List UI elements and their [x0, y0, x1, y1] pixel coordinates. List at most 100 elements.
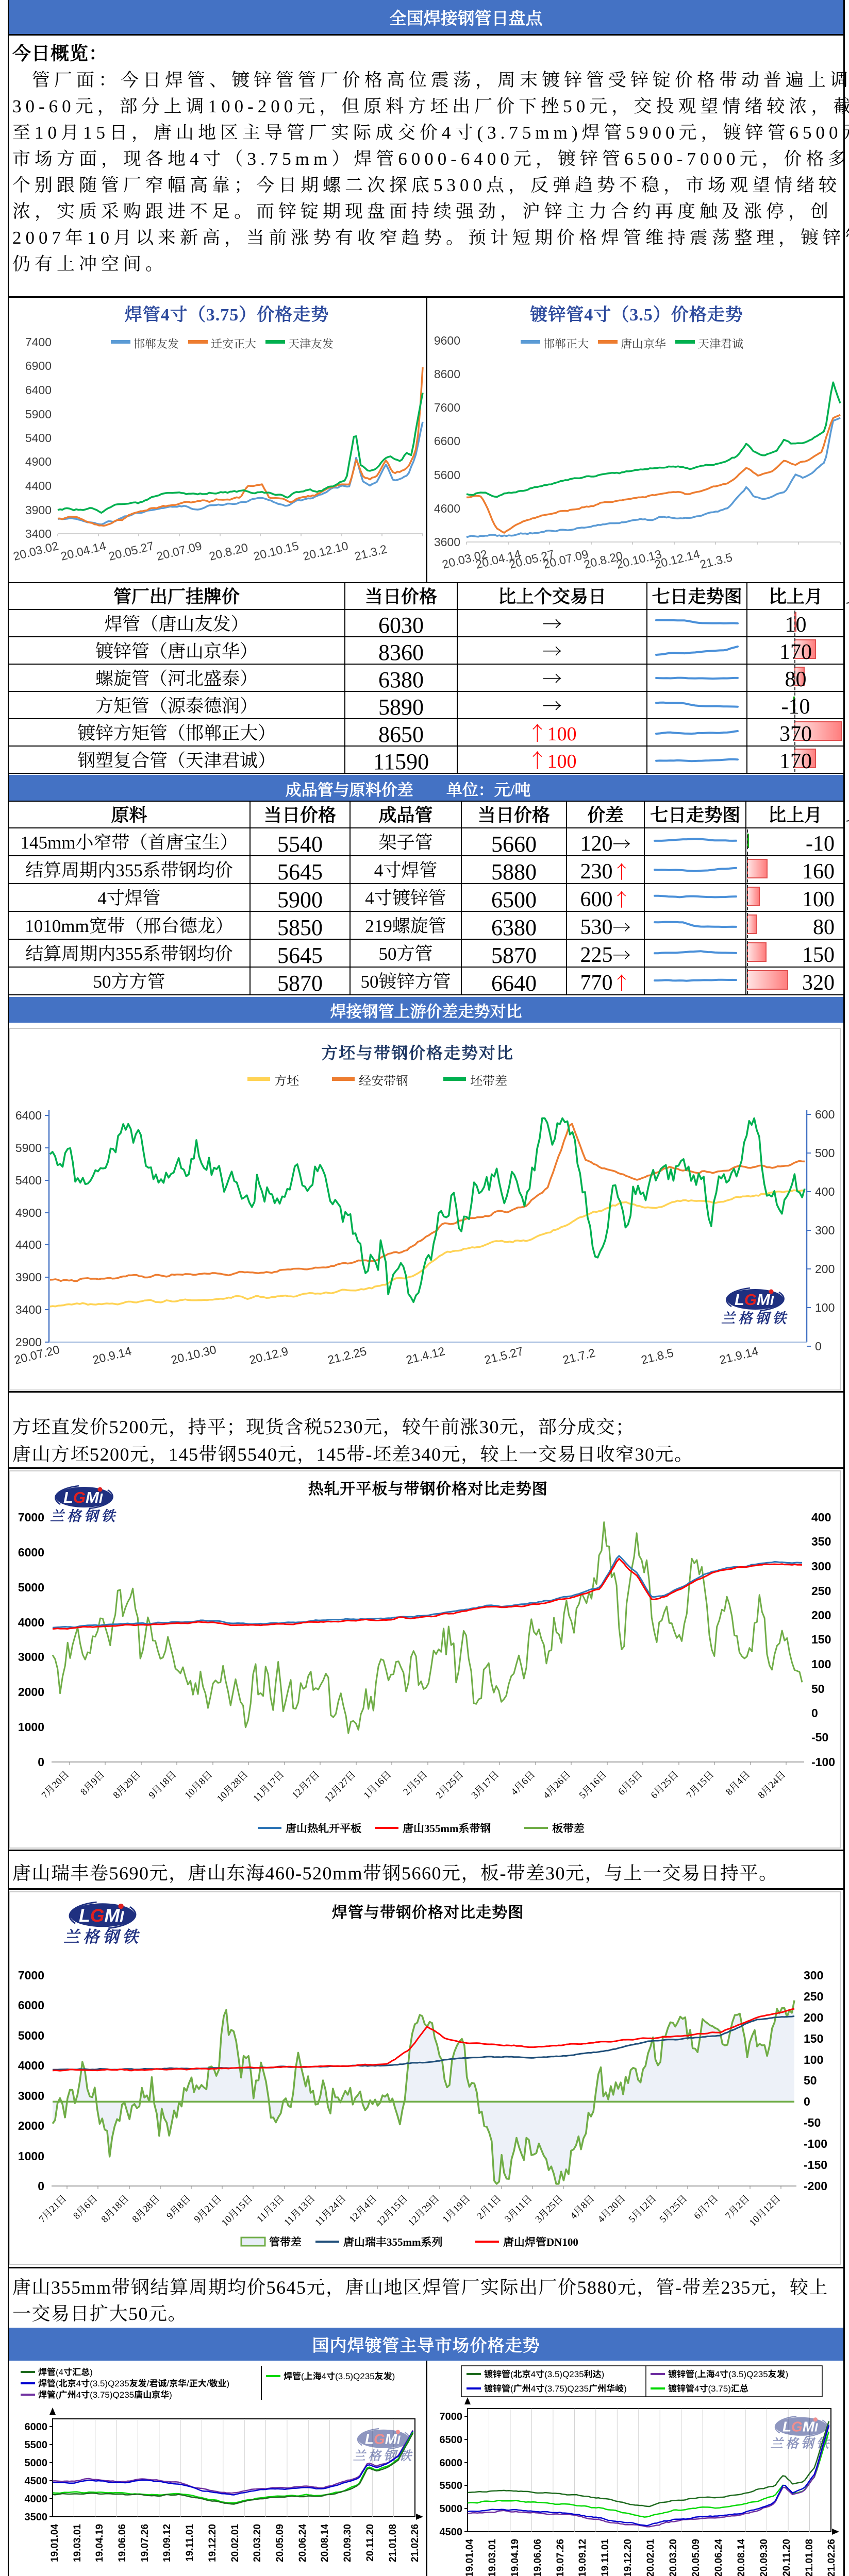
- svg-text:管带差: 管带差: [269, 2234, 302, 2249]
- svg-text:19.01.04: 19.01.04: [464, 2539, 475, 2576]
- svg-text:4500: 4500: [25, 2476, 48, 2487]
- svg-text:1000: 1000: [18, 1720, 44, 1734]
- svg-text:热轧开平板与带钢价格对比走势图: 热轧开平板与带钢价格对比走势图: [308, 1476, 548, 1499]
- svg-text:镀锌管(北京4寸(3.5)Q235利达): 镀锌管(北京4寸(3.5)Q235利达): [484, 2367, 604, 2380]
- svg-text:坯带差: 坯带差: [470, 1071, 507, 1089]
- svg-text:250: 250: [804, 1990, 823, 2003]
- svg-text:19.12.20: 19.12.20: [623, 2539, 634, 2576]
- svg-text:7600: 7600: [434, 401, 460, 414]
- svg-text:5000: 5000: [18, 2029, 44, 2042]
- svg-text:板带差: 板带差: [552, 1820, 585, 1836]
- svg-text:焊管(4寸汇总): 焊管(4寸汇总): [38, 2365, 93, 2378]
- svg-text:100: 100: [811, 1657, 831, 1671]
- svg-text:-200: -200: [804, 2179, 827, 2193]
- svg-text:400: 400: [811, 1511, 831, 1524]
- svg-text:方坯: 方坯: [274, 1071, 299, 1089]
- svg-text:-50: -50: [811, 1731, 828, 1744]
- svg-text:0: 0: [811, 1706, 818, 1720]
- svg-text:5500: 5500: [440, 2480, 463, 2492]
- svg-text:19.06.06: 19.06.06: [532, 2539, 543, 2576]
- svg-text:300: 300: [811, 1560, 831, 1573]
- svg-text:镀锌管4寸(3.75)汇总: 镀锌管4寸(3.75)汇总: [668, 2381, 748, 2394]
- svg-text:LGMI: LGMI: [63, 1488, 103, 1506]
- svg-text:焊管(上海4寸(3.5)Q235友发): 焊管(上海4寸(3.5)Q235友发): [284, 2369, 395, 2382]
- svg-text:7000: 7000: [18, 1969, 44, 1982]
- svg-text:20.06.24: 20.06.24: [297, 2524, 308, 2562]
- svg-text:5400: 5400: [25, 431, 52, 445]
- svg-text:6400: 6400: [15, 1109, 42, 1122]
- svg-text:4900: 4900: [25, 455, 52, 468]
- svg-text:19.06.06: 19.06.06: [117, 2524, 128, 2562]
- svg-text:20.07.09: 20.07.09: [155, 539, 203, 563]
- svg-text:4000: 4000: [18, 2059, 44, 2072]
- svg-text:3900: 3900: [25, 503, 52, 517]
- svg-text:20.03.02: 20.03.02: [12, 539, 60, 563]
- svg-text:焊管(广州4寸(3.75)Q235唐山京华): 焊管(广州4寸(3.75)Q235唐山京华): [38, 2387, 172, 2400]
- svg-text:20.02.01: 20.02.01: [645, 2539, 656, 2576]
- svg-text:8600: 8600: [434, 367, 460, 381]
- svg-text:4600: 4600: [434, 502, 460, 515]
- svg-text:3000: 3000: [18, 2089, 44, 2103]
- svg-text:-50: -50: [804, 2116, 821, 2129]
- svg-text:-100: -100: [811, 1755, 835, 1769]
- svg-text:400: 400: [815, 1185, 835, 1198]
- svg-text:镀锌管4寸（3.5）价格走势: 镀锌管4寸（3.5）价格走势: [530, 300, 743, 326]
- svg-text:5000: 5000: [25, 2458, 48, 2469]
- svg-text:5000: 5000: [440, 2503, 463, 2515]
- svg-text:100: 100: [804, 2053, 823, 2066]
- svg-text:2000: 2000: [18, 2119, 44, 2132]
- svg-text:20.11.20: 20.11.20: [365, 2524, 376, 2562]
- svg-text:19.11.01: 19.11.01: [185, 2524, 195, 2562]
- svg-text:20.8.20: 20.8.20: [208, 540, 249, 563]
- svg-text:方坯与带钢价格走势对比: 方坯与带钢价格走势对比: [321, 1040, 514, 1064]
- svg-text:6600: 6600: [434, 434, 460, 448]
- svg-text:20.02.01: 20.02.01: [230, 2524, 241, 2562]
- svg-text:19.04.19: 19.04.19: [510, 2539, 521, 2576]
- svg-text:250: 250: [811, 1584, 831, 1598]
- svg-text:6000: 6000: [18, 1546, 44, 1559]
- svg-text:20.03.20: 20.03.20: [668, 2539, 679, 2576]
- svg-text:1000: 1000: [18, 2149, 44, 2163]
- svg-text:邯郸正大: 邯郸正大: [543, 335, 589, 351]
- svg-text:50: 50: [811, 1682, 825, 1696]
- svg-text:200: 200: [815, 1262, 835, 1276]
- svg-text:20.04.14: 20.04.14: [59, 539, 107, 563]
- svg-text:3500: 3500: [25, 2512, 48, 2523]
- svg-text:5900: 5900: [15, 1141, 42, 1155]
- svg-text:350: 350: [811, 1535, 831, 1548]
- svg-text:-150: -150: [804, 2158, 827, 2172]
- svg-text:7000: 7000: [440, 2411, 463, 2422]
- svg-text:4000: 4000: [18, 1616, 44, 1629]
- svg-text:19.07.26: 19.07.26: [140, 2524, 151, 2562]
- svg-text:19.03.01: 19.03.01: [72, 2524, 83, 2562]
- svg-text:4400: 4400: [25, 479, 52, 493]
- svg-text:19.12.20: 19.12.20: [207, 2524, 218, 2562]
- svg-text:镀锌管(广州4寸(3.75)Q235广州华岐): 镀锌管(广州4寸(3.75)Q235广州华岐): [484, 2381, 627, 2394]
- svg-text:19.07.26: 19.07.26: [555, 2539, 566, 2576]
- svg-text:50: 50: [804, 2074, 817, 2087]
- svg-text:3000: 3000: [18, 1650, 44, 1664]
- svg-text:兰格钢铁: 兰格钢铁: [50, 1505, 118, 1525]
- svg-text:20.08.14: 20.08.14: [736, 2539, 747, 2576]
- svg-text:20.10.15: 20.10.15: [252, 539, 300, 563]
- svg-text:7400: 7400: [25, 335, 52, 349]
- svg-text:迁安正大: 迁安正大: [211, 335, 256, 351]
- svg-text:21.3.2: 21.3.2: [353, 542, 388, 563]
- svg-text:19.11.01: 19.11.01: [600, 2539, 611, 2576]
- svg-text:6900: 6900: [25, 359, 52, 372]
- svg-text:3900: 3900: [15, 1270, 42, 1284]
- svg-text:200: 200: [811, 1608, 831, 1622]
- svg-text:唐山热轧开平板: 唐山热轧开平板: [286, 1820, 361, 1836]
- svg-text:6000: 6000: [25, 2421, 48, 2433]
- svg-text:5500: 5500: [25, 2439, 48, 2451]
- svg-text:6000: 6000: [18, 1998, 44, 2012]
- svg-text:焊管(北京4寸(3.5)Q235友发/君诚/京华/正大/敬业: 焊管(北京4寸(3.5)Q235友发/君诚/京华/正大/敬业): [38, 2376, 229, 2389]
- svg-text:20.06.24: 20.06.24: [713, 2539, 724, 2576]
- svg-text:3600: 3600: [434, 535, 460, 549]
- svg-text:20.05.09: 20.05.09: [275, 2524, 286, 2562]
- svg-text:4400: 4400: [15, 1238, 42, 1251]
- svg-text:-100: -100: [804, 2137, 827, 2150]
- svg-text:LGMI: LGMI: [783, 2419, 818, 2435]
- svg-text:150: 150: [811, 1633, 831, 1646]
- svg-text:20.09.30: 20.09.30: [759, 2539, 770, 2576]
